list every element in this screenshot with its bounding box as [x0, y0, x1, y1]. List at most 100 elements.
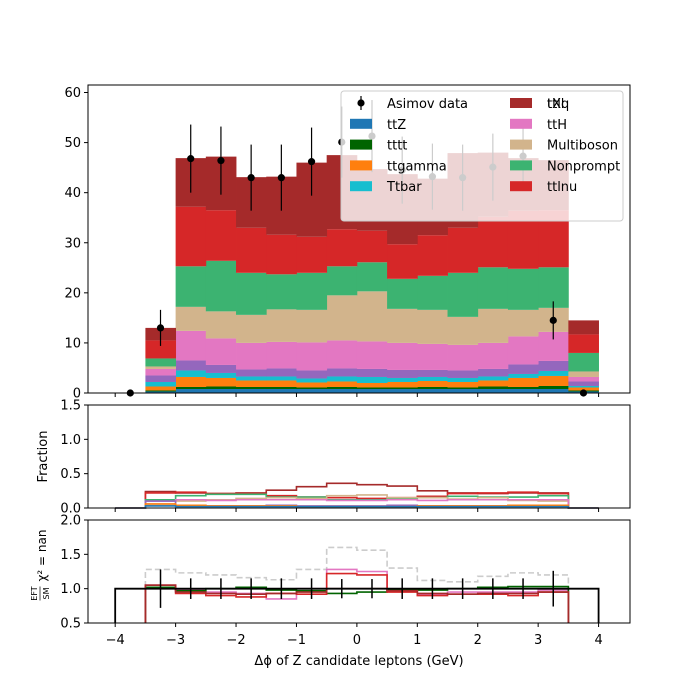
- bar-tth: [236, 342, 267, 370]
- x-tick-label: 3: [534, 633, 542, 648]
- bar-ttz: [417, 388, 448, 393]
- x-tick-label: 4: [594, 633, 602, 648]
- legend-swatch-tttt: [350, 139, 372, 150]
- bar-ttbar: [507, 373, 539, 378]
- bar-txq: [145, 375, 177, 382]
- y-tick-label: 1.0: [60, 582, 81, 597]
- bar-multiboson: [507, 309, 539, 337]
- y-label-numerator: EFT: [30, 586, 39, 601]
- bar-txq: [356, 368, 388, 377]
- bar-tttt: [356, 387, 388, 389]
- legend-swatch-ttz: [350, 118, 372, 129]
- legend-label: Asimov data: [387, 97, 468, 112]
- bar-ttbar: [326, 376, 358, 382]
- y-tick-label: 50: [64, 136, 81, 151]
- bar-multiboson: [568, 371, 599, 377]
- y-tick-label: 40: [64, 186, 81, 201]
- y-label-chi2: χ² = nan: [35, 530, 49, 582]
- bar-ttll: [568, 320, 599, 335]
- bar-tth: [145, 368, 177, 376]
- bar-ttbar: [205, 372, 237, 378]
- bar-ttbar: [417, 376, 448, 381]
- bar-nonprompt: [356, 262, 388, 292]
- bar-nonprompt: [236, 272, 267, 315]
- bar-tth: [387, 342, 418, 370]
- legend-label: ttlnu: [547, 180, 577, 195]
- bar-multiboson: [447, 316, 479, 345]
- y-tick-label: 0.0: [60, 502, 81, 517]
- bar-ttbar: [447, 377, 479, 382]
- bar-ttbar: [568, 385, 599, 388]
- bar-nonprompt: [266, 274, 297, 310]
- bar-ttlnu: [175, 206, 207, 267]
- bar-multiboson: [266, 309, 297, 342]
- legend-swatch-nonprompt: [510, 160, 532, 171]
- bar-ttbar: [477, 376, 509, 381]
- bar-tth: [356, 341, 388, 369]
- bar-ttlnu: [568, 334, 599, 353]
- bar-ttlnu: [477, 216, 509, 268]
- bar-ttgamma: [326, 381, 358, 387]
- bar-ttgamma: [417, 380, 448, 387]
- legend-swatch-ttlnu: [510, 181, 532, 192]
- y-axis-label: EFT SM χ² = nan: [30, 530, 51, 601]
- bar-ttlnu: [236, 227, 267, 273]
- bar-ttz: [447, 388, 479, 393]
- bar-tttt: [477, 386, 509, 389]
- x-tick-label: −1: [287, 633, 306, 648]
- bar-ttz: [175, 388, 207, 393]
- bar-ttz: [326, 388, 358, 393]
- bar-txq: [205, 364, 237, 373]
- bar-multiboson: [296, 309, 328, 343]
- bar-txq: [387, 369, 418, 378]
- bar-nonprompt: [507, 268, 539, 310]
- axes-frame: [87, 519, 631, 624]
- y-axis-label: Fraction: [36, 431, 51, 483]
- legend-label: Nonprompt: [547, 159, 620, 174]
- bar-tth: [205, 338, 237, 365]
- data-point: [156, 324, 165, 332]
- bar-ttlnu: [205, 210, 237, 261]
- bar-txq: [175, 360, 207, 371]
- bar-ttbar: [236, 376, 267, 381]
- bar-tttt: [417, 386, 448, 389]
- bar-ttbar: [175, 370, 207, 377]
- x-tick-label: 1: [413, 633, 421, 648]
- bar-multiboson: [477, 308, 509, 343]
- bar-txq: [417, 369, 448, 377]
- x-tick-label: −2: [226, 633, 245, 648]
- bar-ttz: [296, 388, 328, 393]
- legend-box: [340, 90, 624, 222]
- bar-ttz: [145, 391, 177, 393]
- bar-tth: [175, 330, 207, 361]
- data-point: [277, 174, 285, 182]
- bar-tttt: [387, 387, 418, 389]
- bar-multiboson: [236, 314, 267, 343]
- legend-label: tttt: [387, 139, 407, 154]
- bar-ttlnu: [296, 236, 328, 273]
- bar-tth: [266, 341, 297, 369]
- bar-txq: [326, 368, 358, 377]
- bar-nonprompt: [538, 267, 569, 308]
- ratio-panel: 0.5 1.0 1.5 2.0 −4 −3 −2 −1 0 1 2 3 4 Δϕ of Z candida…: [30, 514, 631, 669]
- bar-ttz: [538, 388, 569, 393]
- bar-ttgamma: [538, 375, 569, 386]
- x-axis-label: Δϕ of Z candidate leptons (GeV): [254, 654, 463, 669]
- legend-label: Multiboson: [547, 139, 618, 154]
- bar-ttz: [236, 388, 267, 393]
- bar-tttt: [266, 386, 297, 389]
- bar-ttbar: [356, 376, 388, 383]
- bar-tttt: [507, 386, 539, 389]
- bar-ttgamma: [447, 381, 479, 388]
- bar-nonprompt: [145, 358, 177, 367]
- bar-nonprompt: [568, 352, 599, 372]
- bar-nonprompt: [387, 278, 418, 309]
- bar-multiboson: [387, 308, 418, 343]
- axes-frame: [87, 84, 631, 394]
- bar-ttbar: [387, 377, 418, 382]
- legend-label: ttgamma: [387, 159, 447, 174]
- bar-tttt: [447, 387, 479, 389]
- bar-ttbar: [538, 370, 569, 376]
- bar-ttz: [507, 388, 539, 393]
